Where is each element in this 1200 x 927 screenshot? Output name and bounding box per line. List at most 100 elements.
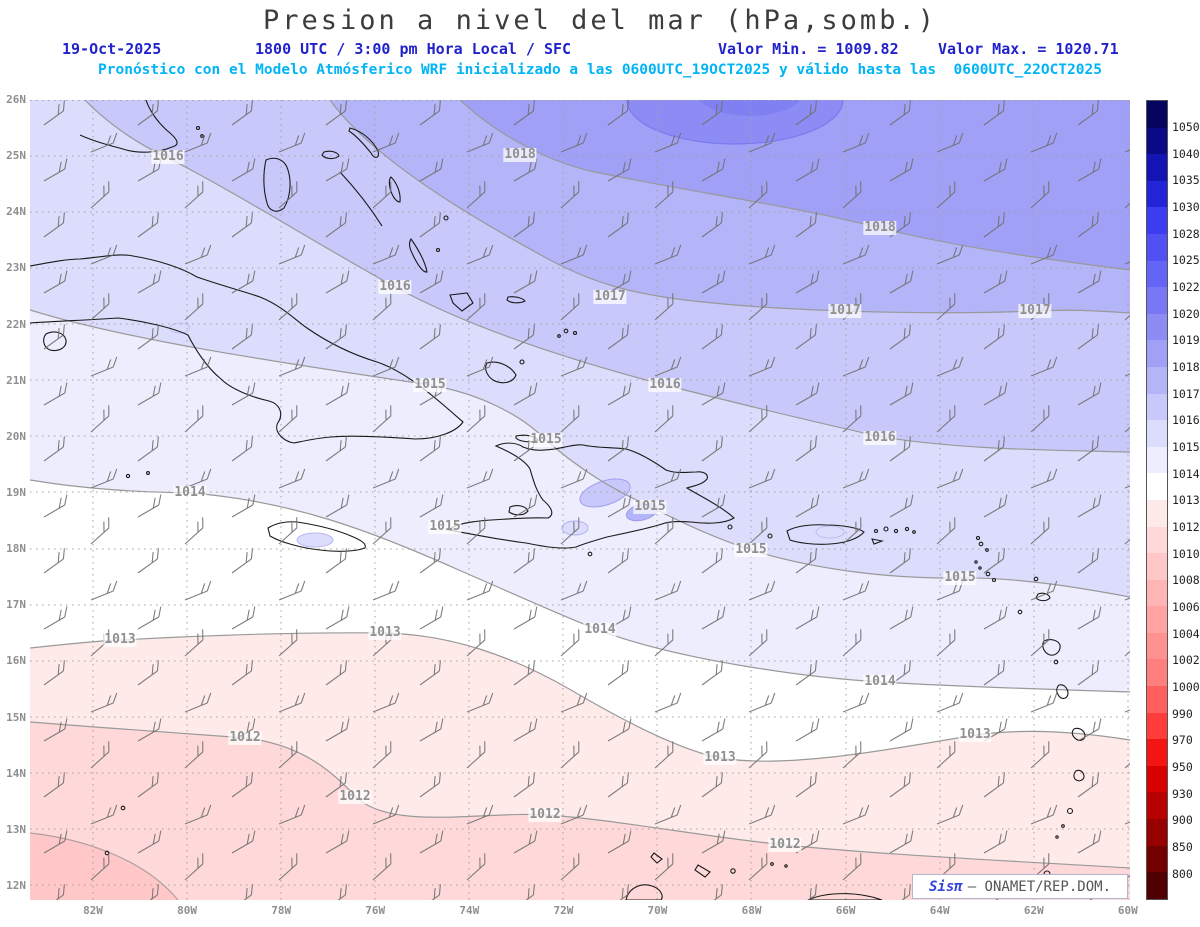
colorbar-tick-label: 1018 [1172, 360, 1200, 375]
lon-tick-label: 66W [835, 904, 856, 917]
colorbar-tick-label: 900 [1172, 813, 1193, 828]
colorbar-tick-label: 990 [1172, 706, 1193, 721]
lat-tick-label: 21N [6, 373, 26, 387]
colorbar-swatch [1147, 579, 1167, 607]
colorbar-swatch [1147, 340, 1167, 367]
colorbar-swatch [1147, 207, 1167, 234]
colorbar-tick-label: 1020 [1172, 306, 1200, 321]
lat-tick-label: 26N [6, 93, 26, 106]
longitude-axis: 82W 80W 78W 76W 74W 72W 70W 68W 66W 64W … [73, 904, 1148, 917]
colorbar-tick-label: 1028 [1172, 226, 1200, 241]
lat-tick-label: 14N [6, 766, 26, 780]
lon-tick-label: 62W [1023, 904, 1044, 917]
colorbar-swatch [1147, 366, 1167, 394]
lat-tick-label: 12N [6, 878, 26, 892]
colorbar-swatch [1147, 606, 1167, 633]
colorbar-tick-label: 1006 [1172, 600, 1200, 615]
watermark-org: – ONAMET/REP.DOM. [967, 878, 1111, 895]
colorbar-tick-label: 1015 [1172, 440, 1200, 455]
colorbar-swatch [1147, 180, 1167, 208]
colorbar-tick-label: 800 [1172, 866, 1193, 881]
lat-tick-label: 19N [6, 485, 26, 499]
lat-tick-label: 23N [6, 261, 26, 275]
colorbar-swatch [1147, 659, 1167, 687]
lon-tick-label: 80W [177, 904, 198, 917]
lon-tick-label: 76W [365, 904, 386, 917]
colorbar-swatch [1147, 446, 1167, 474]
colorbar-swatch [1147, 127, 1167, 155]
colorbar-swatch [1147, 260, 1167, 288]
colorbar-tick-label: 1004 [1172, 626, 1200, 641]
lat-tick-label: 15N [6, 710, 26, 724]
colorbar-tick-label: 1050 [1172, 120, 1200, 134]
colorbar-tick-label: 850 [1172, 840, 1193, 855]
colorbar-swatch [1147, 287, 1167, 314]
colorbar-tick-label: 930 [1172, 786, 1193, 801]
colorbar-swatch [1147, 233, 1167, 261]
colorbar-tick-label: 1022 [1172, 280, 1200, 295]
lon-tick-label: 72W [553, 904, 574, 917]
colorbar-tick-label: 1010 [1172, 546, 1200, 561]
colorbar-swatch [1147, 526, 1167, 554]
colorbar-swatch [1147, 712, 1167, 740]
lon-tick-label: 64W [929, 904, 950, 917]
colorbar-swatch [1147, 499, 1167, 527]
colorbar-swatch [1147, 632, 1167, 660]
pressure-map-svg [30, 100, 1130, 900]
map-canvas: 1016 1018 1018 1017 1017 1017 1016 1016 … [30, 100, 1130, 900]
colorbar-tick-label: 1012 [1172, 520, 1200, 535]
min-value-label: Valor Min. = 1009.82 [718, 40, 899, 58]
colorbar-swatch [1147, 872, 1167, 899]
lon-tick-label: 74W [459, 904, 480, 917]
lat-tick-label: 22N [6, 317, 26, 331]
colorbar-swatch [1147, 420, 1167, 447]
valid-time-label: 1800 UTC / 3:00 pm Hora Local / SFC [255, 40, 572, 58]
colorbar-swatch [1147, 819, 1167, 846]
colorbar-tick-label: 1019 [1172, 333, 1200, 348]
lat-tick-label: 17N [6, 598, 26, 612]
colorbar-tick-label: 1008 [1172, 573, 1200, 588]
colorbar-swatch [1147, 101, 1167, 128]
lat-tick-label: 13N [6, 822, 26, 836]
lon-tick-label: 82W [83, 904, 103, 917]
colorbar-tick-label: 1025 [1172, 253, 1200, 268]
colorbar-swatch [1147, 686, 1167, 713]
max-value-label: Valor Max. = 1020.71 [938, 40, 1119, 58]
colorbar-tick-label: 1040 [1172, 146, 1200, 161]
colorbar-tick-label: 970 [1172, 733, 1193, 748]
colorbar-tick-label: 1002 [1172, 653, 1200, 668]
date-label: 19-Oct-2025 [62, 40, 162, 58]
latitude-axis: 26N 25N 24N 23N 22N 21N 20N 19N 18N 17N … [0, 93, 27, 892]
wind-barbs [30, 100, 1130, 900]
lat-tick-label: 16N [6, 654, 26, 668]
lat-tick-label: 20N [6, 429, 26, 443]
colorbar-tick-label: 1030 [1172, 200, 1200, 215]
watermark-brand: Sisπ [928, 878, 963, 895]
colorbar-tick-label: 950 [1172, 760, 1193, 775]
lon-tick-label: 70W [647, 904, 668, 917]
colorbar-swatch [1147, 792, 1167, 820]
forecast-description: Pronóstico con el Modelo Atmósferico WRF… [98, 62, 1102, 78]
lat-tick-label: 24N [6, 205, 26, 219]
colorbar-swatch [1147, 154, 1167, 181]
colorbar-tick-label: 1014 [1172, 466, 1200, 481]
colorbar-tick-label: 1000 [1172, 680, 1200, 695]
colorbar-swatch [1147, 739, 1167, 766]
lon-tick-label: 78W [271, 904, 292, 917]
colorbar-tick-label: 1013 [1172, 493, 1200, 508]
page-title: Presion a nivel del mar (hPa,somb.) [263, 5, 937, 36]
colorbar-tick-label: 1035 [1172, 173, 1200, 188]
colorbar-swatch [1147, 553, 1167, 580]
lon-tick-label: 60W [1117, 904, 1138, 917]
lat-tick-label: 18N [6, 542, 26, 556]
colorbar-swatch [1147, 765, 1167, 793]
colorbar-swatch [1147, 313, 1167, 341]
colorbar [1146, 100, 1168, 900]
lat-tick-label: 25N [6, 149, 26, 163]
colorbar-swatch [1147, 845, 1167, 873]
watermark: Sisπ – ONAMET/REP.DOM. [912, 874, 1128, 899]
lon-tick-label: 68W [741, 904, 762, 917]
colorbar-labels: 1050 1040 1035 1030 1028 1025 1022 1020 … [1172, 120, 1200, 881]
colorbar-swatch [1147, 473, 1167, 500]
